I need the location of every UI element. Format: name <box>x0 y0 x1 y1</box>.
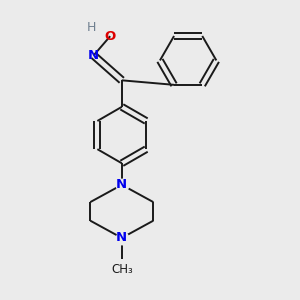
Text: N: N <box>116 231 128 244</box>
Text: N: N <box>88 49 99 62</box>
Text: H: H <box>87 21 97 34</box>
Text: N: N <box>116 178 128 191</box>
Text: O: O <box>105 30 116 43</box>
Text: CH₃: CH₃ <box>111 263 133 277</box>
